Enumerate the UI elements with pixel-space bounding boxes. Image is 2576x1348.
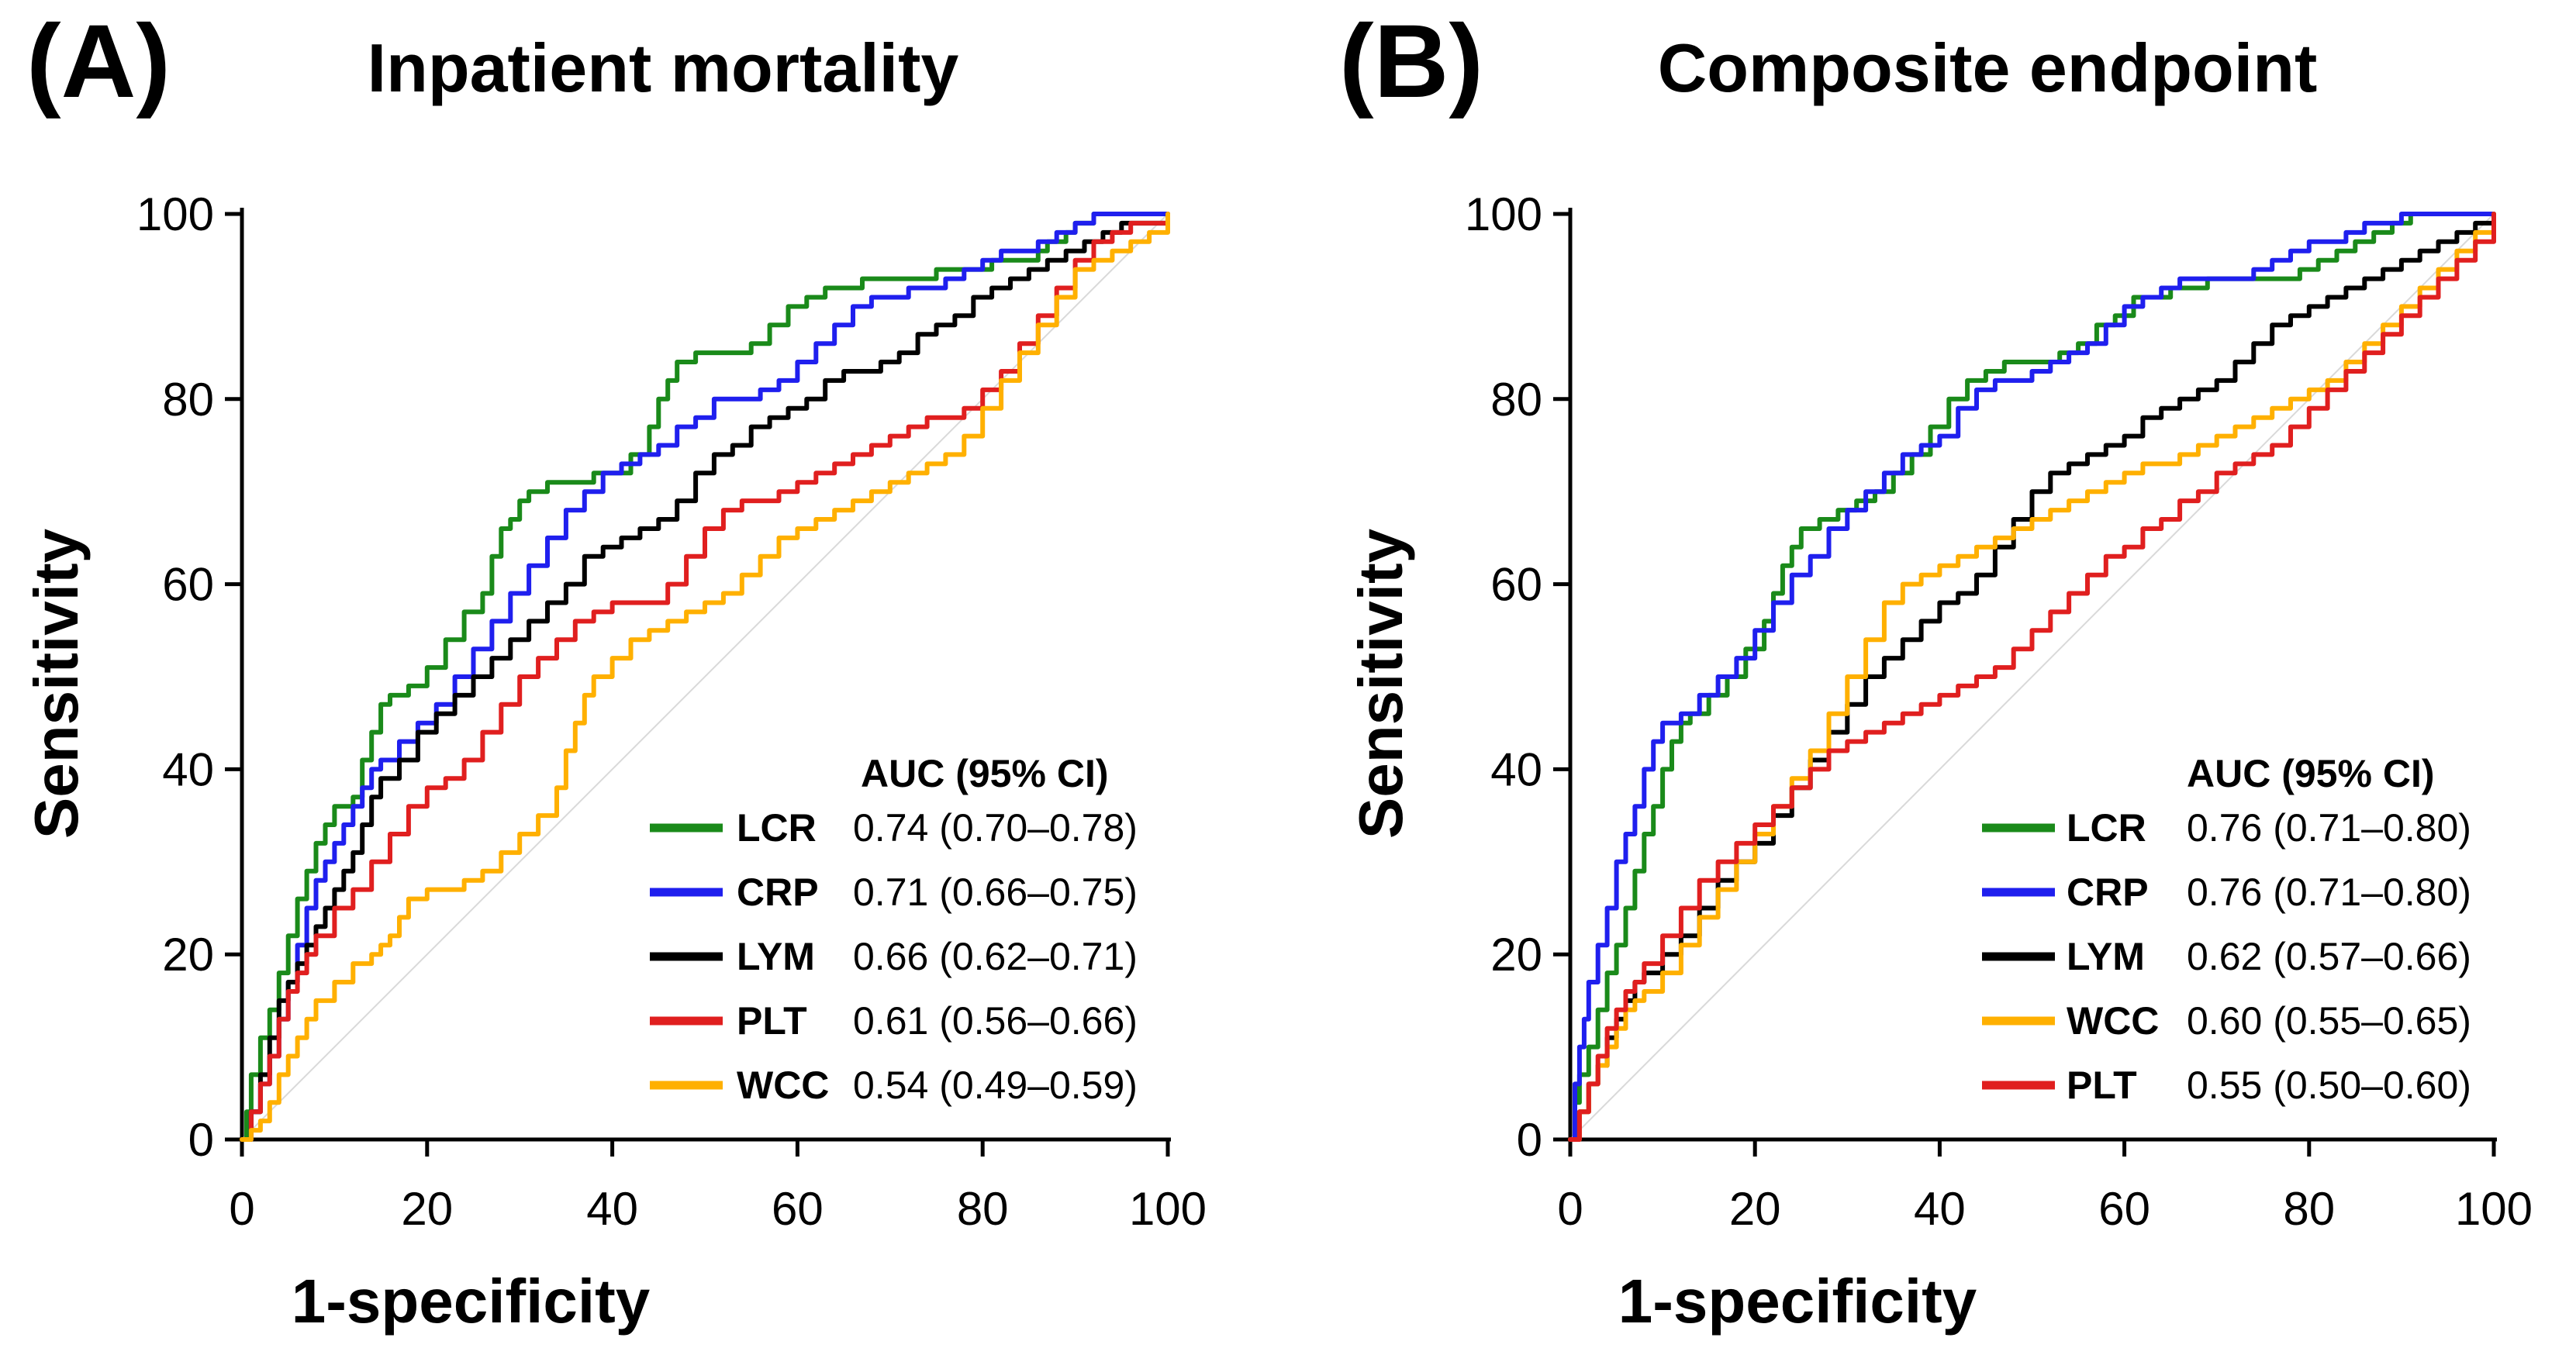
plot-area (1568, 212, 2496, 1142)
legend-auc-value: 0.62 (0.57–0.66) (2187, 935, 2471, 978)
y-tick-label: 80 (1490, 374, 1542, 426)
y-axis-label: Sensitivity (1346, 528, 1415, 839)
y-tick-label: 100 (1465, 188, 1542, 240)
legend-auc-value: 0.55 (0.50–0.60) (2187, 1064, 2471, 1107)
y-tick-label: 0 (1517, 1114, 1542, 1166)
x-tick-label: 0 (1557, 1183, 1583, 1235)
x-axis-label: 1-specificity (292, 1267, 651, 1336)
legend: AUC (95% CI) LCR 0.76 (0.71–0.80) CRP 0.76 … (1982, 752, 2471, 1107)
y-tick-label: 80 (162, 374, 214, 426)
x-axis-label: 1-specificity (1618, 1267, 1977, 1336)
legend-auc-value: 0.61 (0.56–0.66) (853, 999, 1138, 1043)
x-tick-label: 60 (2098, 1183, 2150, 1235)
roc-curve-crp (240, 212, 1170, 1142)
x-tick-label: 20 (1729, 1183, 1781, 1235)
legend-auc-value: 0.76 (0.71–0.80) (2187, 871, 2471, 914)
plot-area (240, 212, 1170, 1142)
legend-auc-value: 0.54 (0.49–0.59) (853, 1064, 1138, 1107)
y-tick-label: 40 (162, 743, 214, 795)
legend-auc-value: 0.60 (0.55–0.65) (2187, 999, 2471, 1043)
y-tick-label: 20 (1490, 929, 1542, 981)
roc-curve-plt (1568, 212, 2496, 1142)
reference-diagonal (241, 213, 1169, 1140)
x-tick-label: 100 (1129, 1183, 1207, 1235)
x-tick-label: 80 (2283, 1183, 2335, 1235)
x-tick-label: 20 (401, 1183, 453, 1235)
x-tick-label: 40 (1914, 1183, 1966, 1235)
y-axis-label: Sensitivity (22, 528, 91, 839)
y-tick-label: 20 (162, 929, 214, 981)
chart-title: Composite endpoint (1658, 29, 2318, 106)
legend-auc-value: 0.74 (0.70–0.78) (853, 806, 1138, 850)
roc-curve-lcr (240, 212, 1170, 1142)
legend-series-name: LCR (2067, 806, 2146, 850)
chart-title: Inpatient mortality (368, 29, 959, 106)
y-tick-label: 100 (136, 188, 214, 240)
y-tick-label: 60 (1490, 559, 1542, 611)
axis-ticks: 0 20 40 60 80 100 0 20 40 60 80 100 (1465, 188, 2533, 1235)
legend-series-name: PLT (737, 999, 807, 1043)
legend-header: AUC (95% CI) (861, 752, 1108, 795)
panel-composite-endpoint: (B) Composite endpoint 1-specificity Sen… (1339, 4, 2533, 1336)
roc-curve-wcc (240, 212, 1170, 1142)
legend-series-name: WCC (737, 1064, 829, 1107)
roc-curve-lym (240, 212, 1170, 1142)
roc-curve-wcc (1568, 212, 2496, 1142)
axis-ticks: 0 20 40 60 80 100 0 20 40 60 80 100 (136, 188, 1207, 1235)
panel-label: (A) (26, 4, 171, 119)
legend-series-name: LCR (737, 806, 817, 850)
legend-auc-value: 0.66 (0.62–0.71) (853, 935, 1138, 978)
y-tick-label: 40 (1490, 743, 1542, 795)
panel-label: (B) (1339, 4, 1483, 119)
legend-series-name: LYM (2067, 935, 2145, 978)
x-tick-label: 0 (229, 1183, 254, 1235)
roc-curve-plt (240, 212, 1170, 1142)
roc-curve-crp (1568, 212, 2496, 1142)
legend-auc-value: 0.71 (0.66–0.75) (853, 871, 1138, 914)
legend-auc-value: 0.76 (0.71–0.80) (2187, 806, 2471, 850)
legend: AUC (95% CI) LCR 0.74 (0.70–0.78) CRP 0.71 … (650, 752, 1138, 1107)
legend-series-name: WCC (2067, 999, 2159, 1043)
reference-diagonal (1569, 213, 2495, 1140)
x-tick-label: 60 (772, 1183, 824, 1235)
panel-inpatient-mortality: (A) Inpatient mortality 1-specificity Se… (22, 4, 1207, 1336)
legend-series-name: CRP (2067, 871, 2149, 914)
y-tick-label: 60 (162, 559, 214, 611)
y-tick-label: 0 (188, 1114, 214, 1166)
x-tick-label: 80 (957, 1183, 1009, 1235)
legend-series-name: CRP (737, 871, 819, 914)
legend-header: AUC (95% CI) (2187, 752, 2434, 795)
legend-series-name: LYM (737, 935, 815, 978)
x-tick-label: 40 (586, 1183, 638, 1235)
legend-series-name: PLT (2067, 1064, 2137, 1107)
x-tick-label: 100 (2455, 1183, 2533, 1235)
